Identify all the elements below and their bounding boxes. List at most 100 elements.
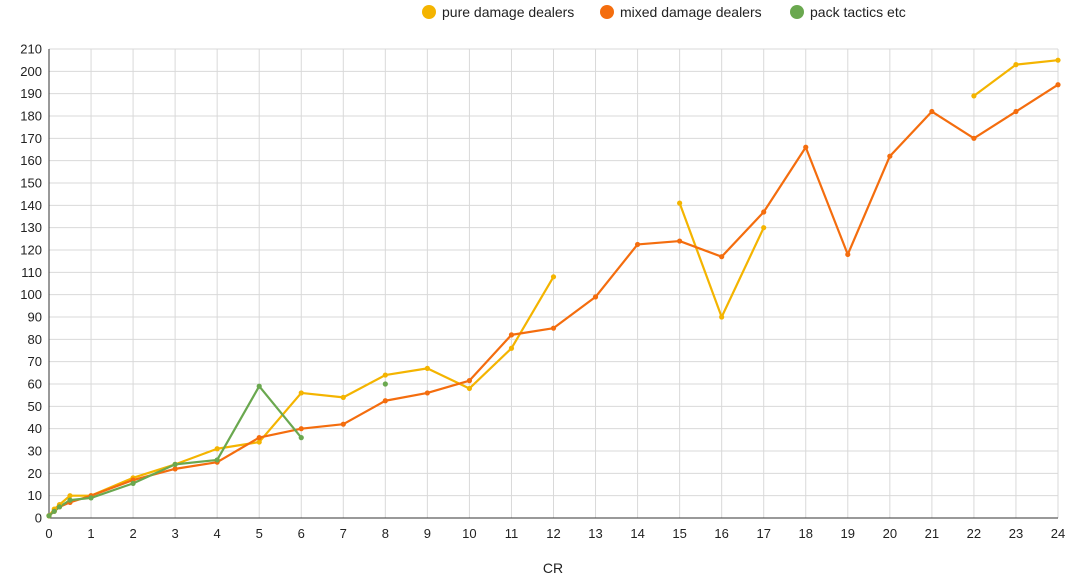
- data-point-pure-damage-dealers: [1055, 57, 1061, 63]
- data-point-pure-damage-dealers: [214, 446, 220, 452]
- data-point-pure-damage-dealers: [67, 493, 73, 499]
- x-tick-label: 1: [87, 526, 94, 541]
- legend-item-pure-damage-dealers: pure damage dealers: [422, 4, 574, 20]
- x-tick-label: 20: [883, 526, 897, 541]
- data-point-mixed-damage-dealers: [719, 254, 725, 260]
- y-tick-label: 30: [28, 444, 42, 459]
- x-tick-label: 0: [45, 526, 52, 541]
- x-tick-label: 14: [630, 526, 644, 541]
- y-tick-label: 0: [35, 511, 42, 526]
- data-point-pure-damage-dealers: [719, 314, 725, 320]
- legend-label: mixed damage dealers: [620, 4, 762, 20]
- y-tick-label: 80: [28, 332, 42, 347]
- y-tick-label: 110: [21, 265, 42, 280]
- y-tick-label: 100: [20, 287, 42, 302]
- data-point-mixed-damage-dealers: [845, 251, 851, 258]
- y-tick-label: 20: [28, 466, 42, 481]
- data-point-mixed-damage-dealers: [887, 153, 893, 159]
- y-tick-label: 130: [20, 220, 42, 235]
- data-point-pure-damage-dealers: [256, 439, 262, 445]
- data-point-mixed-damage-dealers: [634, 241, 641, 248]
- y-axis-ticks: 0 10 20 30 40 50 60 70 80 90 100 110 120 130 140 150 160…: [20, 42, 42, 526]
- series-line-pack-tactics-etc: [47, 385, 303, 517]
- x-tick-label: 4: [214, 526, 221, 541]
- x-tick-label: 12: [546, 526, 560, 541]
- x-tick-label: 16: [714, 526, 728, 541]
- series-line-pure-damage-dealers: [47, 275, 555, 517]
- y-tick-label: 150: [20, 176, 42, 191]
- x-tick-label: 7: [340, 526, 347, 541]
- x-axis-title: CR: [543, 560, 563, 576]
- data-point-pack-tactics-etc: [46, 513, 52, 519]
- x-tick-label: 5: [256, 526, 263, 541]
- legend-swatch: [600, 5, 614, 19]
- legend-swatch: [790, 5, 804, 19]
- data-point-pure-damage-dealers: [424, 365, 430, 371]
- data-point-mixed-damage-dealers: [340, 421, 346, 427]
- x-tick-label: 3: [172, 526, 179, 541]
- series-line-mixed-damage-dealers: [47, 83, 1060, 517]
- y-tick-label: 60: [28, 377, 42, 392]
- data-point-pure-damage-dealers: [340, 394, 346, 400]
- data-point-mixed-damage-dealers: [172, 466, 178, 472]
- x-tick-label: 8: [382, 526, 389, 541]
- x-tick-label: 22: [967, 526, 981, 541]
- y-tick-label: 160: [20, 153, 42, 168]
- data-point-pack-tactics-etc: [256, 383, 262, 389]
- data-point-pure-damage-dealers: [382, 372, 388, 378]
- x-tick-label: 18: [799, 526, 813, 541]
- data-point-mixed-damage-dealers: [592, 294, 599, 300]
- y-tick-label: 170: [20, 131, 42, 146]
- x-tick-label: 13: [588, 526, 602, 541]
- data-point-mixed-damage-dealers: [466, 378, 473, 384]
- y-tick-label: 180: [20, 109, 42, 124]
- data-point-mixed-damage-dealers: [1055, 82, 1061, 88]
- data-point-pure-damage-dealers: [298, 390, 304, 396]
- x-tick-label: 24: [1051, 526, 1065, 541]
- data-point-pure-damage-dealers: [466, 385, 473, 392]
- data-point-mixed-damage-dealers: [803, 144, 809, 150]
- data-point-pack-tactics-etc: [51, 508, 57, 514]
- legend-item-mixed-damage-dealers: mixed damage dealers: [600, 4, 762, 20]
- data-point-mixed-damage-dealers: [424, 390, 430, 396]
- data-point-mixed-damage-dealers: [761, 209, 767, 215]
- data-point-pack-tactics-etc: [56, 504, 63, 510]
- y-tick-label: 140: [20, 198, 42, 213]
- x-tick-label: 9: [424, 526, 431, 541]
- data-point-pack-tactics-etc: [67, 497, 73, 503]
- legend-label: pure damage dealers: [442, 4, 574, 20]
- x-tick-label: 19: [841, 526, 855, 541]
- data-point-mixed-damage-dealers: [929, 108, 935, 115]
- x-tick-label: 6: [298, 526, 305, 541]
- x-tick-label: 23: [1009, 526, 1023, 541]
- data-point-mixed-damage-dealers: [677, 238, 683, 244]
- y-tick-label: 50: [28, 399, 42, 414]
- legend-swatch: [422, 5, 436, 19]
- x-tick-label: 15: [672, 526, 686, 541]
- x-tick-label: 17: [756, 526, 770, 541]
- data-point-mixed-damage-dealers: [1013, 108, 1019, 115]
- data-point-pure-damage-dealers: [971, 93, 977, 99]
- x-tick-label: 21: [925, 526, 939, 541]
- data-point-pack-tactics-etc: [88, 495, 94, 501]
- data-point-mixed-damage-dealers: [971, 135, 977, 141]
- data-point-mixed-damage-dealers: [550, 325, 557, 331]
- axes: [48, 49, 1058, 519]
- legend-label: pack tactics etc: [810, 4, 906, 20]
- y-tick-label: 200: [20, 64, 42, 79]
- x-tick-label: 10: [462, 526, 476, 541]
- y-tick-label: 90: [28, 310, 42, 325]
- data-point-pure-damage-dealers: [761, 225, 767, 231]
- data-point-pack-tactics-etc: [130, 480, 136, 486]
- y-tick-label: 210: [20, 42, 42, 57]
- grid-lines: [49, 48, 1059, 518]
- data-point-pack-tactics-etc: [298, 435, 304, 441]
- data-point-mixed-damage-dealers: [382, 398, 388, 404]
- data-point-pure-damage-dealers: [677, 200, 683, 206]
- x-tick-label: 2: [129, 526, 136, 541]
- data-point-mixed-damage-dealers: [508, 332, 515, 338]
- x-tick-label: 11: [505, 526, 519, 541]
- data-point-pack-tactics-etc: [172, 461, 178, 467]
- data-point-pack-tactics-etc: [214, 457, 220, 463]
